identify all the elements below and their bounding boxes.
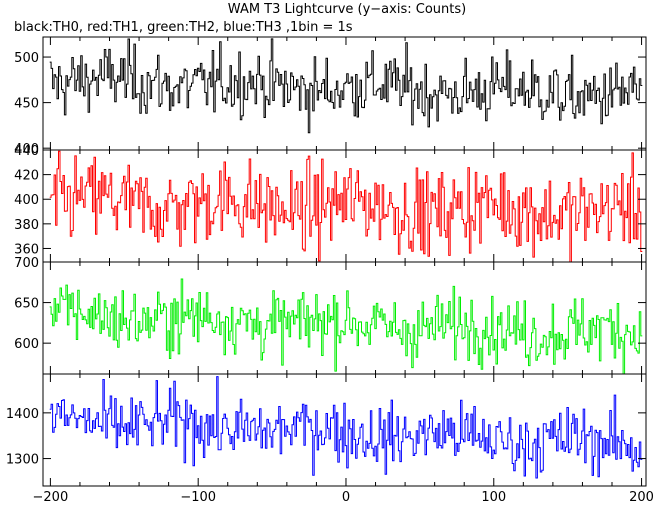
panel-th3: 1300 1400 <box>6 373 647 487</box>
chart-title: WAM T3 Lightcurve (y−axis: Counts) <box>228 2 466 17</box>
lightcurve-th3 <box>49 376 643 479</box>
lightcurve-th2 <box>49 278 643 374</box>
panel-frame <box>42 149 647 263</box>
y-tick-label: 450 <box>14 97 39 112</box>
x-tick-label: 0 <box>342 490 350 505</box>
x-tick-label: −100 <box>180 490 216 505</box>
y-tick-label: 600 <box>14 337 39 352</box>
panel-th1: 360 380 400 420 440 <box>14 144 647 263</box>
y-tick-label: 360 <box>14 242 39 257</box>
y-tick-label: 420 <box>14 169 39 184</box>
panel-frame <box>42 373 647 487</box>
chart-subtitle: black:TH0, red:TH1, green:TH2, blue:TH3 … <box>14 20 353 35</box>
y-tick-label: 440 <box>14 144 39 159</box>
y-tick-label: 650 <box>14 297 39 312</box>
x-axis: −200 −100 0 100 200 <box>33 490 654 505</box>
x-tick-label: 100 <box>481 490 506 505</box>
y-tick-label: 400 <box>14 193 39 208</box>
x-tick-label: −200 <box>33 490 69 505</box>
y-tick-label: 400 <box>14 142 39 157</box>
y-tick-label: 380 <box>14 218 39 233</box>
y-tick-label: 700 <box>14 256 39 271</box>
y-tick-label: 1300 <box>6 453 39 468</box>
panel-th0: 400 450 500 <box>14 36 647 157</box>
panel-th2: 600 650 700 <box>14 256 647 375</box>
lightcurve-th1 <box>49 150 643 262</box>
lightcurve-th0 <box>49 38 643 134</box>
panels-group: 400 450 500 360 380 400 420 440 600 650 700 1300 140… <box>6 36 647 487</box>
y-tick-label: 1400 <box>6 407 39 422</box>
x-tick-label: 200 <box>629 490 654 505</box>
y-tick-label: 500 <box>14 51 39 66</box>
